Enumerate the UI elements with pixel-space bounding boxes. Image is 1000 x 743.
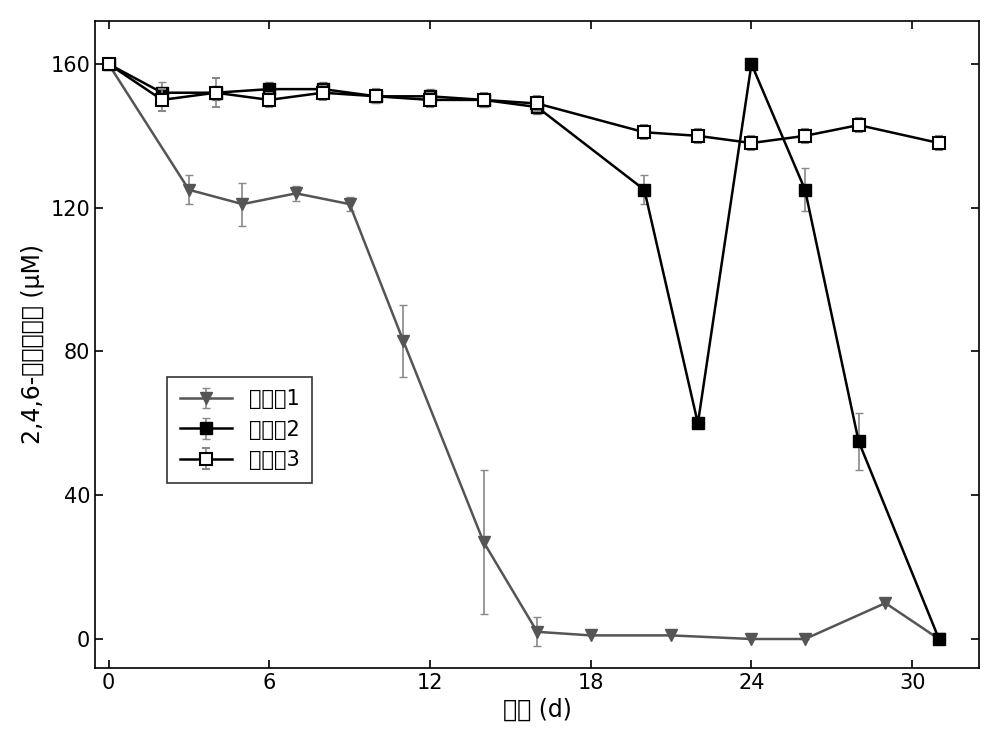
X-axis label: 时间 (d): 时间 (d)	[503, 698, 572, 722]
Legend: 实施例1, 实施例2, 实施例3: 实施例1, 实施例2, 实施例3	[167, 377, 312, 483]
Y-axis label: 2,4,6-三氯酚浓度 (μM): 2,4,6-三氯酚浓度 (μM)	[21, 244, 45, 444]
